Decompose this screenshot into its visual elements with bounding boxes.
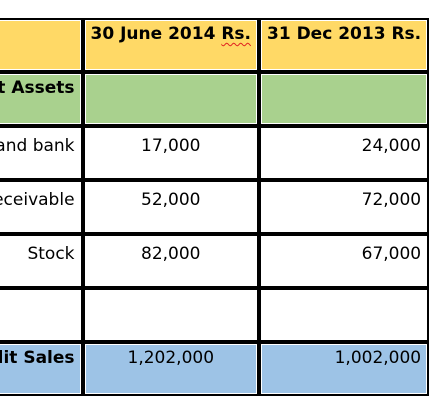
table-row: Account Receivable 52,000 72,000 <box>0 180 430 234</box>
row-value-jun-2014[interactable]: 17,000 <box>82 126 259 180</box>
row-value-dec-2013[interactable]: 72,000 <box>259 180 430 234</box>
assets-table: 30 June 2014 Rs. 31 Dec 2013 Rs. Current… <box>0 18 430 396</box>
row-value-dec-2013[interactable]: 67,000 <box>259 234 430 288</box>
total-label-cell[interactable]: Credit Sales <box>0 342 83 396</box>
section-cell-jun-2014[interactable] <box>82 72 259 126</box>
blank-label-cell[interactable] <box>0 288 83 342</box>
blank-cell-jun-2014[interactable] <box>82 288 259 342</box>
row-value-dec-2013[interactable]: 24,000 <box>259 126 430 180</box>
header-jun-2014-unit: Rs. <box>221 24 251 44</box>
blank-cell-dec-2013[interactable] <box>259 288 430 342</box>
section-row-current-assets: Current Assets <box>0 72 430 126</box>
table-row: Cash and bank 17,000 24,000 <box>0 126 430 180</box>
blank-row <box>0 288 430 342</box>
total-value-dec-2013[interactable]: 1,002,000 <box>259 342 430 396</box>
header-jun-2014-text: 30 June 2014 <box>90 24 222 44</box>
row-value-jun-2014[interactable]: 52,000 <box>82 180 259 234</box>
total-row-credit-sales: Credit Sales 1,202,000 1,002,000 <box>0 342 430 396</box>
section-cell-dec-2013[interactable] <box>259 72 430 126</box>
table-row: Stock 82,000 67,000 <box>0 234 430 288</box>
total-value-jun-2014[interactable]: 1,202,000 <box>82 342 259 396</box>
row-label-cell[interactable]: Account Receivable <box>0 180 83 234</box>
header-cell-dec-2013[interactable]: 31 Dec 2013 Rs. <box>259 18 430 72</box>
header-label-cell[interactable] <box>0 18 83 72</box>
section-label-cell[interactable]: Current Assets <box>0 72 83 126</box>
row-label-cell[interactable]: Cash and bank <box>0 126 83 180</box>
header-row: 30 June 2014 Rs. 31 Dec 2013 Rs. <box>0 18 430 72</box>
row-label-cell[interactable]: Stock <box>0 234 83 288</box>
header-cell-jun-2014[interactable]: 30 June 2014 Rs. <box>82 18 259 72</box>
row-value-jun-2014[interactable]: 82,000 <box>82 234 259 288</box>
